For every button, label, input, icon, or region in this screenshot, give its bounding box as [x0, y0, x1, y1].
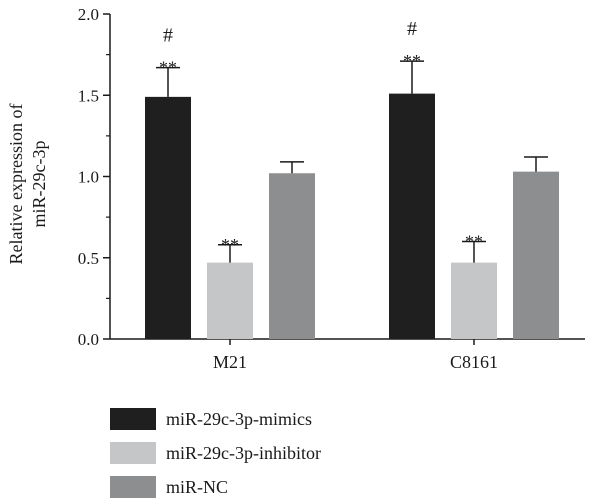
bars: ** # ** ** # ** — [145, 18, 559, 339]
bar — [513, 171, 559, 339]
legend-label: miR-NC — [166, 477, 228, 497]
significance-mark: # — [163, 25, 173, 47]
x-tick-label: C8161 — [450, 352, 498, 372]
significance-mark: ** — [465, 232, 483, 252]
significance-mark: # — [407, 18, 417, 40]
y-tick-label: 1.5 — [78, 86, 99, 105]
bar — [451, 262, 497, 339]
y-tick-label: 0.0 — [78, 330, 99, 349]
bar — [145, 96, 191, 339]
y-axis-label: miR-29c-3p — [29, 141, 49, 228]
y-axis-label: Relative expression of — [6, 104, 26, 265]
bar — [207, 262, 253, 339]
legend-swatch — [110, 442, 156, 464]
legend-label: miR-29c-3p-mimics — [166, 409, 312, 429]
legend-label: miR-29c-3p-inhibitor — [166, 443, 321, 463]
significance-mark: ** — [221, 235, 239, 255]
y-tick-label: 1.0 — [78, 168, 99, 187]
legend-item: miR-29c-3p-inhibitor — [110, 442, 321, 464]
x-tick-label: M21 — [213, 352, 247, 372]
legend-item: miR-NC — [110, 476, 228, 498]
bar — [389, 93, 435, 339]
legend-item: miR-29c-3p-mimics — [110, 408, 312, 430]
y-tick-label: 0.5 — [78, 249, 99, 268]
y-tick-label: 2.0 — [78, 5, 99, 24]
legend-swatch — [110, 476, 156, 498]
significance-mark: ** — [403, 51, 421, 71]
legend-swatch — [110, 408, 156, 430]
bar — [269, 173, 315, 339]
axes: 0.0 0.5 1.0 1.5 2.0 Relative expression of miR… — [6, 5, 585, 372]
legend: miR-29c-3p-mimics miR-29c-3p-inhibitor miR… — [110, 408, 321, 498]
significance-mark: ** — [159, 58, 177, 78]
